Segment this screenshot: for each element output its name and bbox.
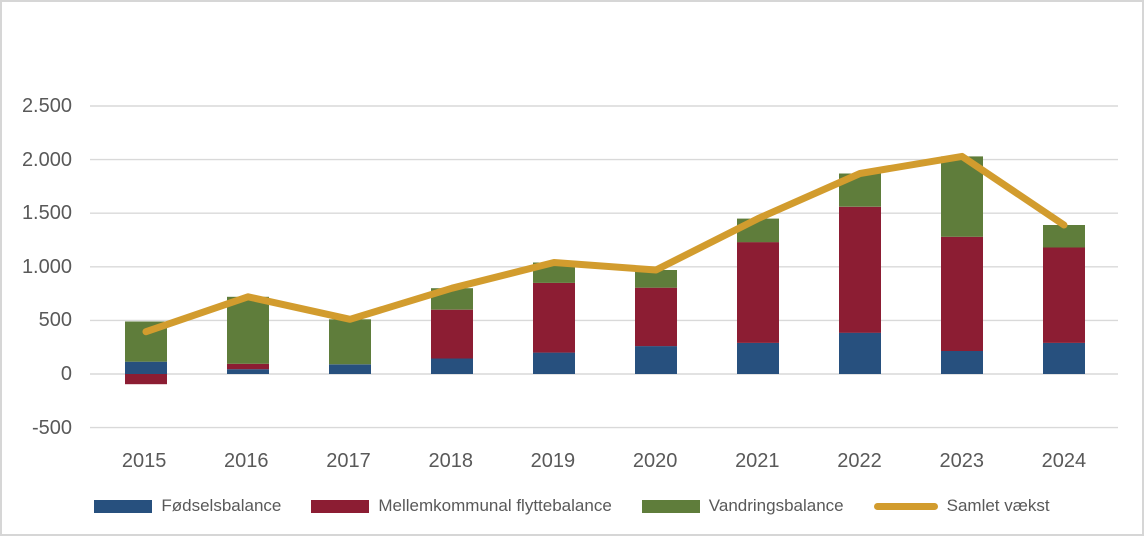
legend-label-fodselsbalance: Fødselsbalance — [161, 496, 282, 515]
legend-swatch-vandringsbalance — [641, 499, 700, 513]
y-axis-tick-label: 0 — [60, 363, 72, 385]
legend-item-mellemkommunal-flyttebalance: Mellemkommunal flyttebalance — [311, 496, 612, 516]
y-axis-tick-label: 1.000 — [21, 255, 72, 278]
legend-swatch-samlet-vaekst — [873, 502, 938, 510]
y-axis-tick-label: 2.500 — [21, 95, 72, 117]
legend-item-fodselsbalance: Fødselsbalance — [94, 496, 281, 516]
y-axis-tick-label: 1.500 — [21, 202, 72, 225]
x-axis-label: 2024 — [1041, 450, 1087, 472]
x-axis-label: 2015 — [121, 450, 167, 472]
legend-label-vandringsbalance: Vandringsbalance — [708, 496, 844, 515]
x-axis-label: 2018 — [428, 450, 473, 472]
x-axis-label: 2019 — [530, 450, 576, 472]
legend-label-mellemkommunal-flyttebalance: Mellemkommunal flyttebalance — [378, 496, 612, 515]
legend-item-samlet-vaekst: Samlet vækst — [873, 496, 1050, 516]
legend: Fødselsbalance Mellemkommunal flyttebala… — [2, 493, 1142, 519]
legend-item-vandringsbalance: Vandringsbalance — [641, 496, 844, 516]
legend-swatch-mellemkommunal-flyttebalance — [311, 499, 370, 513]
x-axis-label: 2022 — [837, 450, 882, 472]
x-axis-label: 2017 — [326, 450, 371, 472]
x-axis-label: 2023 — [939, 450, 984, 472]
x-axis-label: 2016 — [224, 450, 269, 472]
y-axis-tick-label: -500 — [31, 416, 72, 439]
legend-swatch-fodselsbalance — [94, 499, 153, 513]
x-axis: 2015 2016 2017 2018 2019 2020 2021 2022 … — [93, 450, 1115, 476]
y-axis-tick-label: 500 — [38, 309, 72, 332]
x-axis-label: 2020 — [632, 450, 678, 472]
y-axis-tick-label: 2.000 — [21, 148, 72, 171]
x-axis-label: 2021 — [735, 450, 780, 472]
legend-label-samlet-vaekst: Samlet vækst — [946, 496, 1050, 515]
